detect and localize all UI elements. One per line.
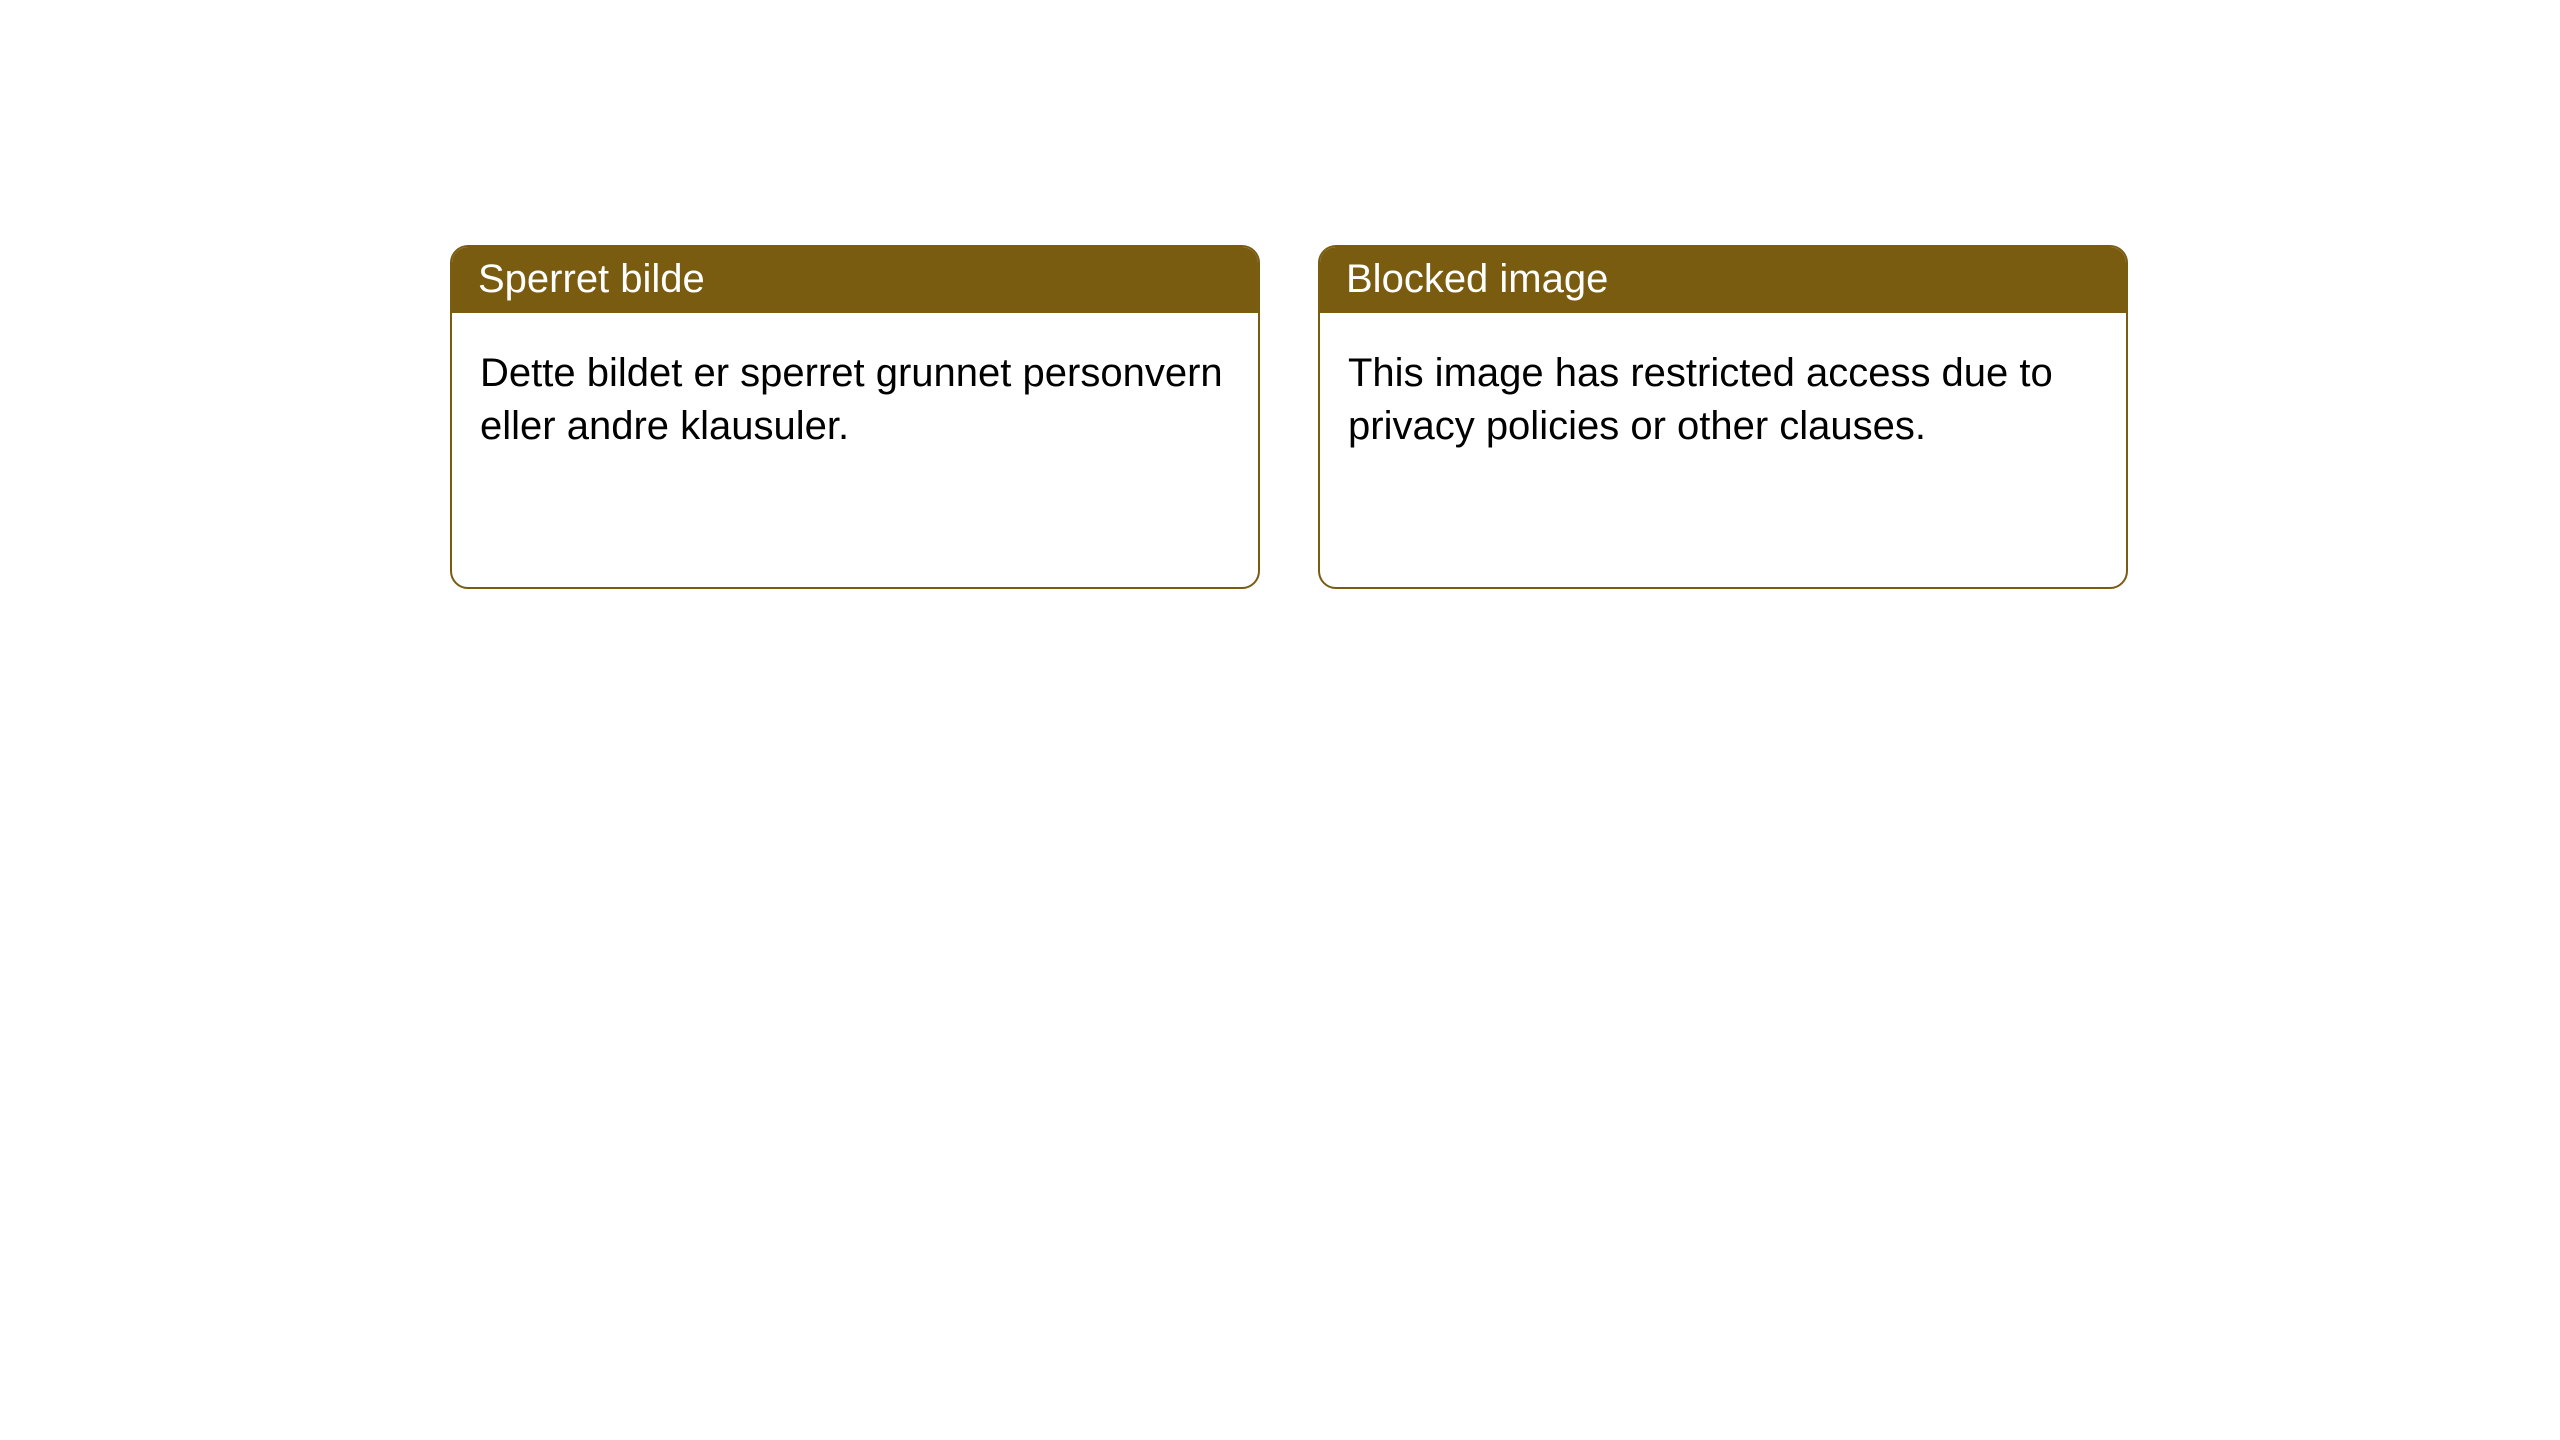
blocked-image-card-norwegian: Sperret bilde Dette bildet er sperret gr… — [450, 245, 1260, 589]
card-body-norwegian: Dette bildet er sperret grunnet personve… — [452, 313, 1258, 587]
card-title-english: Blocked image — [1320, 247, 2126, 313]
card-title-norwegian: Sperret bilde — [452, 247, 1258, 313]
notice-container: Sperret bilde Dette bildet er sperret gr… — [0, 0, 2560, 589]
card-body-english: This image has restricted access due to … — [1320, 313, 2126, 587]
blocked-image-card-english: Blocked image This image has restricted … — [1318, 245, 2128, 589]
